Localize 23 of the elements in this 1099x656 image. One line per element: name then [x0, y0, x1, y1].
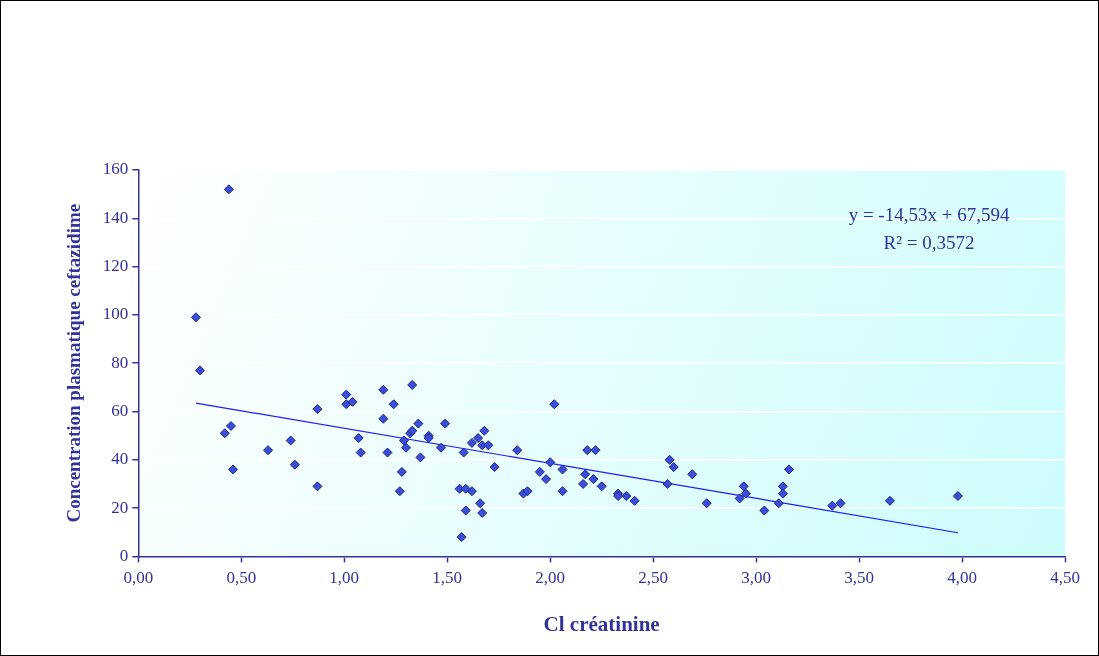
x-tick-label: 0,00 [123, 568, 154, 588]
x-tick-label: 0,50 [226, 568, 257, 588]
x-tick-label: 3,50 [844, 568, 874, 588]
y-tick-label: 160 [102, 159, 129, 179]
y-tick-label: 40 [111, 449, 129, 469]
x-axis-title: Cl créatinine [543, 611, 660, 636]
y-tick-label: 60 [111, 400, 129, 420]
y-tick-label: 100 [102, 304, 129, 324]
x-tick-label: 1,00 [329, 568, 360, 588]
y-tick-label: 140 [102, 207, 129, 227]
annotation: R² = 0,3572 [883, 231, 975, 253]
x-tick-label: 4,50 [1050, 568, 1080, 588]
x-tick-label: 2,00 [535, 568, 566, 588]
annotation: y = -14,53x + 67,594 [848, 203, 1010, 225]
y-tick-label: 0 [119, 545, 129, 565]
x-tick-label: 1,50 [432, 568, 463, 588]
x-tick-label: 3,00 [741, 568, 771, 588]
x-tick-label: 4,00 [947, 568, 977, 588]
y-tick-label: 80 [111, 352, 129, 372]
y-tick-label: 120 [102, 256, 129, 276]
y-tick-label: 20 [111, 497, 129, 517]
y-axis-title: Concentration plasmatique ceftazidime [63, 203, 85, 523]
x-tick-label: 2,50 [638, 568, 669, 588]
